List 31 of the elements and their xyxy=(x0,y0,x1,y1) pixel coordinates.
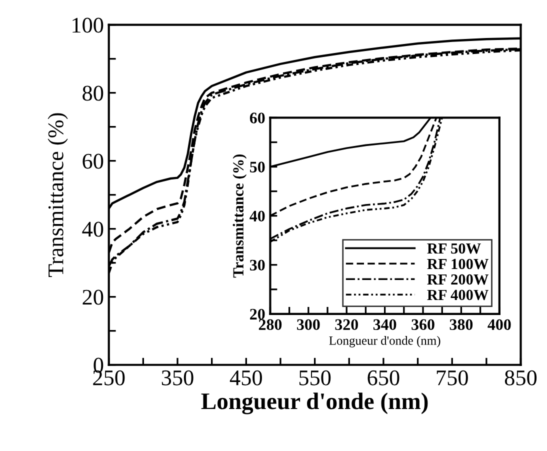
x-tick-label: 650 xyxy=(368,370,400,386)
x-tick-label: 340 xyxy=(373,319,396,330)
y-tick-label: 50 xyxy=(250,162,265,172)
x-tick-label: 450 xyxy=(230,370,262,386)
y-tick-label: 100 xyxy=(72,18,104,33)
x-tick-label: 750 xyxy=(436,370,468,386)
x-tick-label: 400 xyxy=(488,319,511,330)
y-tick-label: 20 xyxy=(250,308,265,320)
legend-label: RF 50W xyxy=(427,243,481,254)
x-tick-label: 850 xyxy=(504,370,537,386)
y-tick-label: 40 xyxy=(82,222,104,237)
x-tick-label: 350 xyxy=(162,370,194,386)
y-tick-label: 80 xyxy=(82,86,104,101)
y-axis-title: Transmittance (%) xyxy=(48,113,68,278)
y-axis-title: Transmittance (%) xyxy=(232,154,247,278)
legend-label: RF 100W xyxy=(427,258,488,270)
x-axis-title: Longueur d'onde (nm) xyxy=(329,336,440,348)
y-tick-label: 30 xyxy=(250,260,265,271)
y-tick-label: 60 xyxy=(250,112,265,124)
x-tick-label: 280 xyxy=(258,319,282,330)
x-tick-label: 320 xyxy=(335,319,358,330)
y-tick-label: 20 xyxy=(82,290,104,305)
x-tick-label: 380 xyxy=(450,319,473,330)
x-tick-label: 300 xyxy=(297,319,320,330)
legend-label: RF 400W xyxy=(427,290,488,300)
y-tick-label: 60 xyxy=(82,154,104,169)
x-axis-title: Longueur d'onde (nm) xyxy=(201,392,428,414)
y-tick-label: 40 xyxy=(250,210,265,222)
legend-label: RF 200W xyxy=(427,274,488,285)
x-tick-label: 550 xyxy=(299,370,331,386)
x-tick-label: 360 xyxy=(412,319,434,330)
